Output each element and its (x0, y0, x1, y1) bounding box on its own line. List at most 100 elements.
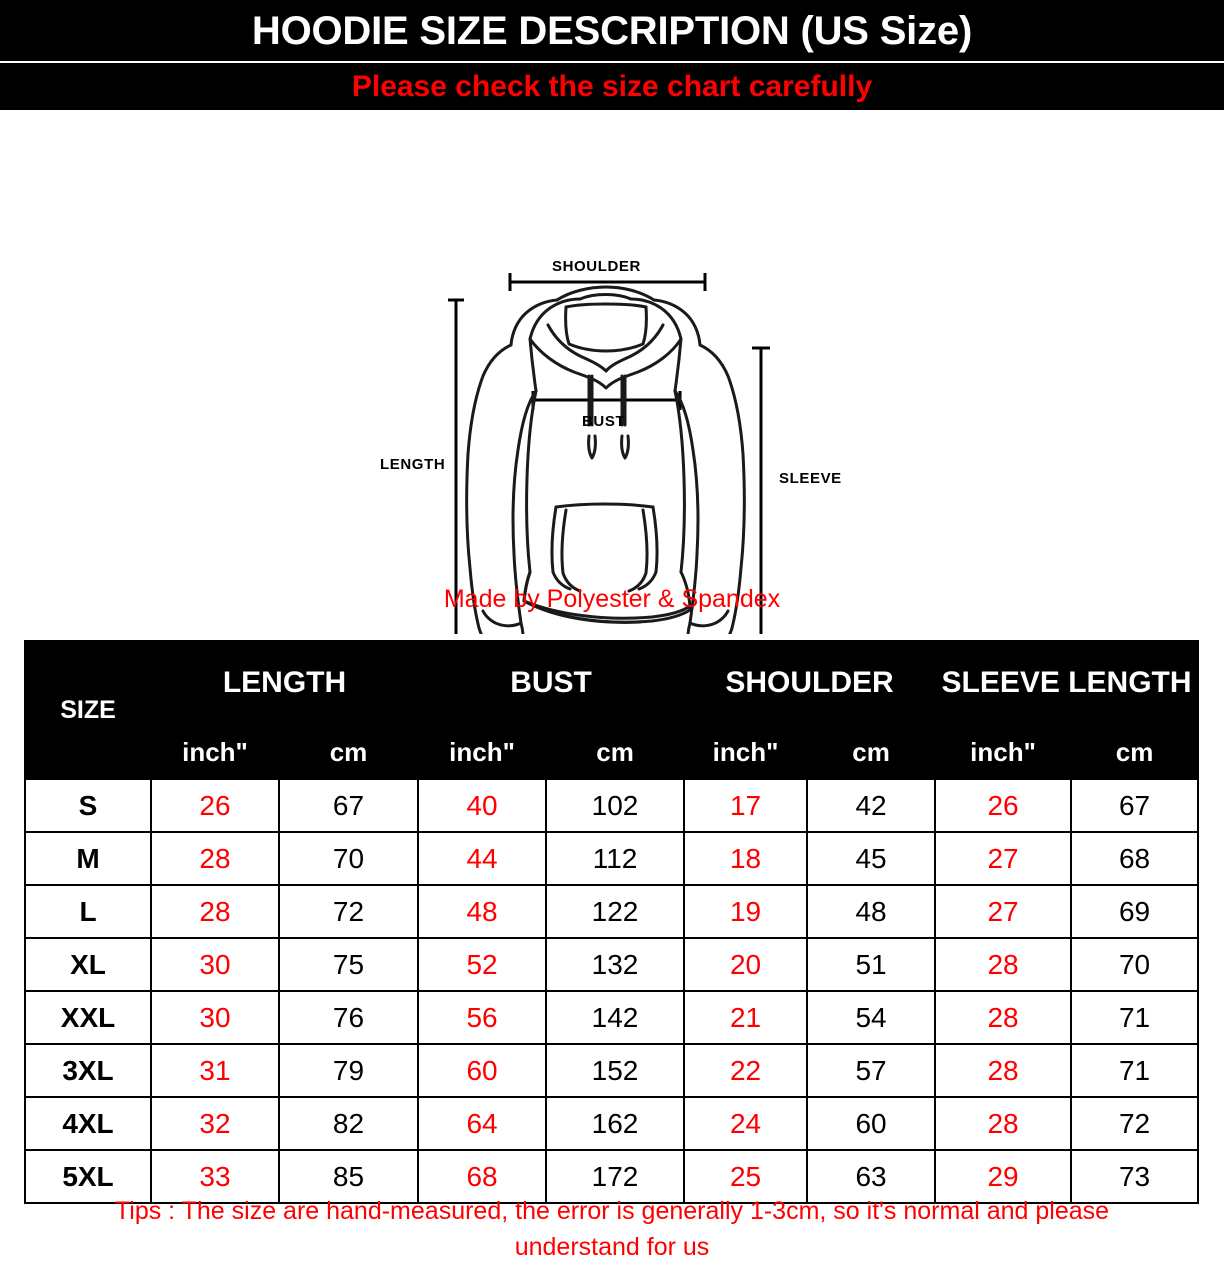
value-cell-inch: 17 (683, 778, 809, 833)
size-cell: 5XL (24, 1149, 152, 1204)
unit-header-bust-inch: inch" (417, 724, 548, 780)
length-label: LENGTH (380, 456, 446, 473)
value-cell-inch: 21 (683, 990, 809, 1045)
value-cell-cm: 73 (1070, 1149, 1200, 1204)
tips-note: Tips : The size are hand-measured, the e… (0, 1193, 1224, 1265)
value-cell-cm: 122 (545, 884, 686, 939)
size-cell: 3XL (24, 1043, 152, 1098)
value-cell-cm: 152 (545, 1043, 686, 1098)
column-header-shoulder: SHOULDER (683, 640, 937, 726)
value-cell-cm: 102 (545, 778, 686, 833)
table-body: S 26 67 40 102 17 42 26 67 M 28 70 44 112 18 45 27 68 L 28 7… (24, 778, 1200, 1204)
value-cell-cm: 82 (277, 1096, 420, 1151)
unit-header-length-cm: cm (277, 724, 420, 780)
value-cell-inch: 68 (417, 1149, 548, 1204)
table-row: 3XL 31 79 60 152 22 57 28 71 (24, 1043, 1200, 1098)
value-cell-cm: 63 (806, 1149, 937, 1204)
value-cell-cm: 132 (545, 937, 686, 992)
tips-line-2: understand for us (514, 1233, 710, 1261)
value-cell-cm: 51 (806, 937, 937, 992)
value-cell-cm: 45 (806, 831, 937, 886)
unit-header-shoulder-cm: cm (806, 724, 937, 780)
value-cell-inch: 32 (150, 1096, 280, 1151)
value-cell-inch: 22 (683, 1043, 809, 1098)
value-cell-inch: 27 (934, 831, 1073, 886)
value-cell-inch: 30 (150, 990, 280, 1045)
unit-header-sleeve-cm: cm (1070, 724, 1200, 780)
table-row: 4XL 32 82 64 162 24 60 28 72 (24, 1096, 1200, 1151)
value-cell-cm: 72 (277, 884, 420, 939)
value-cell-inch: 40 (417, 778, 548, 833)
subtitle-bar: Please check the size chart carefully (0, 61, 1224, 110)
value-cell-cm: 67 (277, 778, 420, 833)
shoulder-dimension-line (508, 273, 707, 291)
length-dimension-line (448, 298, 464, 634)
size-cell: L (24, 884, 152, 939)
value-cell-cm: 67 (1070, 778, 1200, 833)
value-cell-cm: 60 (806, 1096, 937, 1151)
value-cell-cm: 70 (1070, 937, 1200, 992)
unit-header-length-inch: inch" (150, 724, 280, 780)
value-cell-inch: 26 (150, 778, 280, 833)
value-cell-cm: 79 (277, 1043, 420, 1098)
size-cell: 4XL (24, 1096, 152, 1151)
value-cell-inch: 28 (150, 884, 280, 939)
hoodie-outline (465, 285, 746, 634)
sleeve-label: SLEEVE (779, 470, 842, 487)
value-cell-inch: 29 (934, 1149, 1073, 1204)
value-cell-inch: 19 (683, 884, 809, 939)
value-cell-inch: 25 (683, 1149, 809, 1204)
size-cell: S (24, 778, 152, 833)
value-cell-inch: 60 (417, 1043, 548, 1098)
table-row: M 28 70 44 112 18 45 27 68 (24, 831, 1200, 886)
bust-dimension-line (531, 391, 682, 410)
value-cell-cm: 162 (545, 1096, 686, 1151)
column-header-size: SIZE (24, 640, 152, 780)
unit-header-bust-cm: cm (545, 724, 686, 780)
column-header-bust: BUST (417, 640, 686, 726)
table-header: SIZE LENGTH BUST SHOULDER SLEEVE LENGTH … (24, 640, 1200, 780)
value-cell-inch: 18 (683, 831, 809, 886)
value-cell-cm: 142 (545, 990, 686, 1045)
value-cell-cm: 48 (806, 884, 937, 939)
table-group-header-row: SIZE LENGTH BUST SHOULDER SLEEVE LENGTH (24, 640, 1200, 780)
value-cell-cm: 69 (1070, 884, 1200, 939)
value-cell-inch: 27 (934, 884, 1073, 939)
value-cell-inch: 44 (417, 831, 548, 886)
value-cell-cm: 57 (806, 1043, 937, 1098)
size-cell: M (24, 831, 152, 886)
value-cell-cm: 70 (277, 831, 420, 886)
table-row: L 28 72 48 122 19 48 27 69 (24, 884, 1200, 939)
size-chart-table: SIZE LENGTH BUST SHOULDER SLEEVE LENGTH … (24, 640, 1200, 1204)
size-cell: XXL (24, 990, 152, 1045)
value-cell-cm: 68 (1070, 831, 1200, 886)
table-unit-header-row: inch" cm inch" cm inch" cm inch" cm (25, 724, 1200, 780)
value-cell-cm: 71 (1070, 1043, 1200, 1098)
column-header-length: LENGTH (149, 640, 420, 726)
value-cell-inch: 28 (934, 937, 1073, 992)
value-cell-inch: 31 (150, 1043, 280, 1098)
value-cell-inch: 28 (934, 1096, 1073, 1151)
page-subtitle: Please check the size chart carefully (351, 69, 873, 103)
unit-header-shoulder-inch: inch" (683, 724, 809, 780)
value-cell-cm: 85 (277, 1149, 420, 1204)
value-cell-cm: 75 (277, 937, 420, 992)
bust-label: BUST (582, 413, 626, 430)
value-cell-inch: 30 (150, 937, 280, 992)
title-bar: HOODIE SIZE DESCRIPTION (US Size) (0, 0, 1224, 61)
shoulder-label: SHOULDER (552, 258, 641, 275)
table-row: XXL 30 76 56 142 21 54 28 71 (24, 990, 1200, 1045)
value-cell-inch: 56 (417, 990, 548, 1045)
value-cell-inch: 33 (150, 1149, 280, 1204)
value-cell-cm: 172 (545, 1149, 686, 1204)
size-chart-table-wrapper: SIZE LENGTH BUST SHOULDER SLEEVE LENGTH … (24, 640, 1200, 1204)
table-row: XL 30 75 52 132 20 51 28 70 (24, 937, 1200, 992)
unit-header-sleeve-inch: inch" (934, 724, 1073, 780)
table-row: S 26 67 40 102 17 42 26 67 (24, 778, 1200, 833)
value-cell-inch: 64 (417, 1096, 548, 1151)
value-cell-cm: 112 (545, 831, 686, 886)
value-cell-inch: 52 (417, 937, 548, 992)
value-cell-inch: 28 (934, 1043, 1073, 1098)
value-cell-inch: 28 (934, 990, 1073, 1045)
material-note: Made by Polyester & Spandex (443, 585, 781, 613)
